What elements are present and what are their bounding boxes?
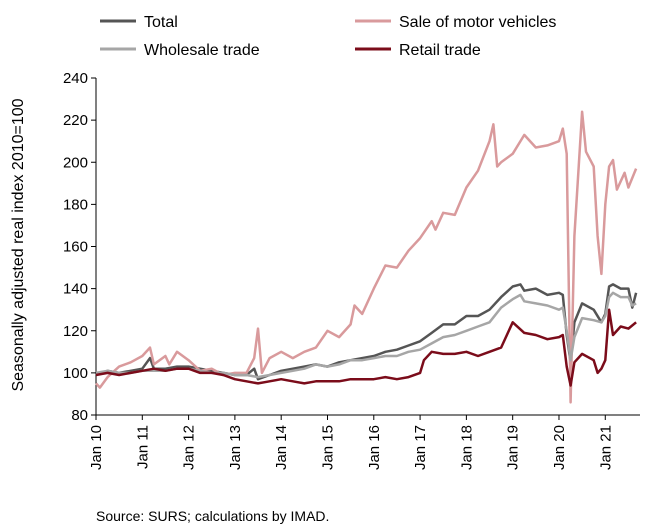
series-line-total bbox=[95, 283, 638, 381]
series-line-retail-trade bbox=[95, 308, 637, 387]
legend-label: Total bbox=[144, 14, 178, 31]
series-line-sale-of-motor-vehicles bbox=[95, 110, 638, 404]
x-tick-label: Jan 20 bbox=[551, 425, 568, 470]
legend-label: Wholesale trade bbox=[144, 42, 260, 59]
legend-label: Sale of motor vehicles bbox=[399, 14, 556, 31]
y-tick-label: 120 bbox=[63, 323, 88, 340]
x-tick-label: Jan 18 bbox=[458, 425, 475, 470]
x-tick-label: Jan 11 bbox=[134, 425, 151, 469]
y-tick-label: 160 bbox=[63, 239, 88, 256]
legend-item: Sale of motor vehicles bbox=[355, 14, 556, 31]
y-tick-label: 220 bbox=[63, 112, 88, 129]
x-tick-label: Jan 12 bbox=[181, 425, 198, 470]
x-tick-label: Jan 10 bbox=[88, 425, 105, 470]
series-layer bbox=[95, 110, 638, 404]
legend: Total Sale of motor vehicles Wholesale tra… bbox=[100, 14, 556, 59]
x-tick-label: Jan 14 bbox=[273, 425, 290, 470]
x-tick-label: Jan 21 bbox=[597, 425, 614, 470]
y-tick-label: 100 bbox=[63, 365, 88, 382]
y-tick-label: 180 bbox=[63, 196, 88, 213]
y-axis-label: Seasonally adjusted real index 2010=100 bbox=[10, 98, 27, 391]
x-tick-label: Jan 15 bbox=[319, 425, 336, 470]
legend-item: Wholesale trade bbox=[100, 42, 260, 59]
y-tick-label: 200 bbox=[63, 154, 88, 171]
y-tick-label: 140 bbox=[63, 281, 88, 298]
y-tick-label: 80 bbox=[71, 407, 88, 424]
x-tick-label: Jan 19 bbox=[505, 425, 522, 470]
y-tick-label: 240 bbox=[63, 70, 88, 87]
x-tick-label: Jan 17 bbox=[412, 425, 429, 470]
legend-item: Total bbox=[100, 14, 178, 31]
series-line-wholesale-trade bbox=[95, 291, 637, 379]
source-note: Source: SURS; calculations by IMAD. bbox=[96, 508, 330, 524]
legend-item: Retail trade bbox=[355, 42, 481, 59]
legend-label: Retail trade bbox=[399, 42, 481, 59]
x-tick-label: Jan 13 bbox=[227, 425, 244, 470]
chart-axes: 80 100 120 140 160 180 200 220 240 Jan 10 Jan 11 Ja… bbox=[63, 70, 640, 470]
x-tick-label: Jan 16 bbox=[366, 425, 383, 470]
